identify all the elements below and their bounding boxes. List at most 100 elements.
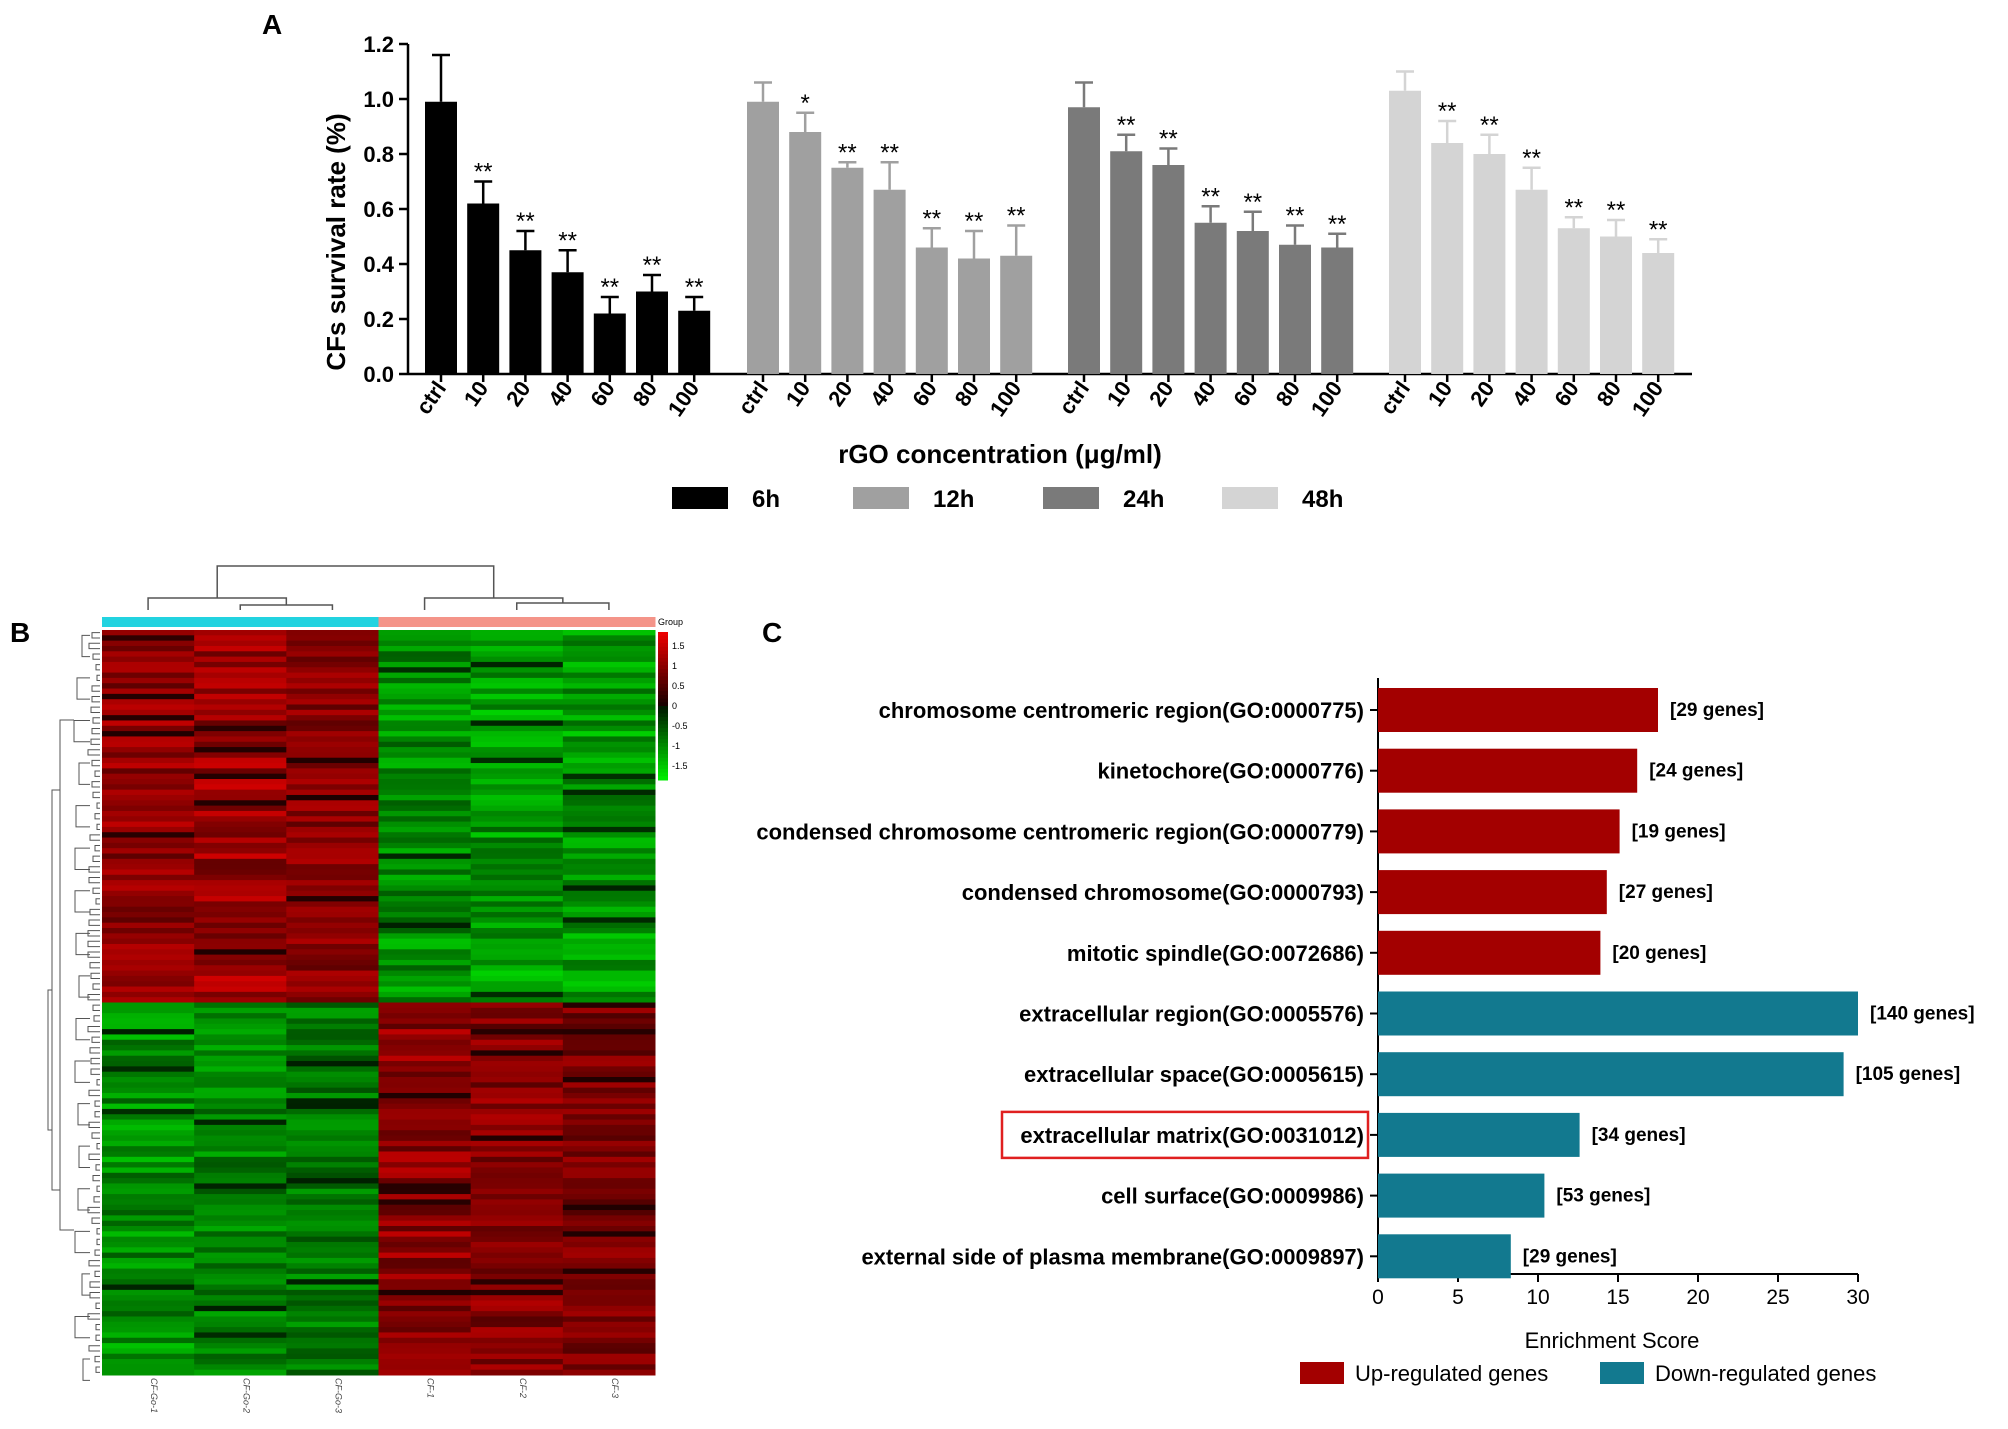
heatmap-scale-cell [658, 635, 668, 640]
heatmap-cell [102, 1252, 195, 1259]
heatmap-cell [562, 1087, 656, 1094]
heatmap-cell [470, 1066, 564, 1073]
heatmap-cell [470, 1098, 564, 1105]
significance-marker: ** [600, 274, 619, 301]
heatmap-cell [562, 757, 656, 764]
survival-bar [1279, 244, 1311, 374]
heatmap-cell [562, 667, 656, 674]
heatmap-cell [286, 1034, 379, 1041]
heatmap-cell [470, 635, 564, 642]
heatmap-cell [378, 826, 472, 833]
heatmap-cell [562, 810, 656, 817]
heatmap-cell [194, 949, 287, 956]
heatmap-cell [470, 1167, 564, 1174]
heatmap-cell [378, 1124, 472, 1131]
heatmap-cell [286, 959, 379, 966]
heatmap-cell [470, 1055, 564, 1062]
survival-bar [1389, 90, 1421, 374]
heatmap-cell [286, 869, 379, 876]
heatmap-cell [378, 800, 472, 807]
heatmap-cell [194, 842, 287, 849]
survival-bar-chart: CFs survival rate (%) rGO concentration … [321, 32, 1692, 513]
heatmap-cell [102, 794, 195, 801]
heatmap-cell [102, 981, 195, 988]
heatmap-cell [102, 917, 195, 924]
heatmap-cell [286, 1103, 379, 1110]
heatmap-cell [470, 1359, 564, 1365]
heatmap-cell [102, 864, 195, 870]
heatmap-cell [562, 1273, 656, 1280]
heatmap-cell [562, 1172, 656, 1179]
heatmap-cell [562, 954, 656, 961]
heatmap-row-dendrogram [47, 632, 100, 1381]
heatmap-cell [102, 1087, 195, 1094]
heatmap-cell [102, 752, 195, 759]
enrichment-gene-count-label: [29 genes] [1523, 1246, 1617, 1267]
heatmap-cell [562, 1183, 656, 1190]
heatmap-cell [470, 848, 564, 854]
heatmap-cell [102, 1061, 195, 1067]
heatmap-scale-cell [658, 657, 668, 663]
heatmap-scale-cell [658, 706, 668, 711]
heatmap-cell [194, 1289, 287, 1296]
heatmap-cell [102, 1337, 195, 1344]
heatmap-cell [470, 864, 564, 870]
heatmap-cell [194, 645, 287, 652]
heatmap-cell [194, 709, 287, 716]
heatmap-scale-cell [658, 750, 668, 755]
heatmap-cell [286, 1369, 379, 1376]
heatmap-cell [378, 794, 472, 801]
heatmap-cell [286, 784, 379, 791]
heatmap-cell [562, 1135, 656, 1142]
heatmap-cell [378, 1353, 472, 1360]
enrichment-x-tick-label: 15 [1606, 1286, 1629, 1309]
heatmap-cell [378, 1204, 472, 1211]
heatmap-cell [194, 763, 287, 769]
heatmap-cell [194, 794, 287, 801]
heatmap-cell [194, 975, 287, 982]
heatmap-cell [562, 890, 656, 897]
heatmap-cell [194, 933, 287, 940]
heatmap-cell [286, 885, 379, 892]
survival-x-tick-label: 20 [501, 377, 536, 411]
heatmap-cell [194, 773, 287, 780]
heatmap-cell [102, 1284, 195, 1291]
heatmap-cell [562, 1305, 656, 1312]
heatmap-cell [194, 1146, 287, 1152]
heatmap-cell [470, 858, 564, 865]
heatmap-cell [194, 1124, 287, 1131]
heatmap-cell [470, 1220, 564, 1227]
heatmap-cell [102, 661, 195, 668]
heatmap-cell [470, 959, 564, 966]
heatmap-cell [102, 1353, 195, 1360]
heatmap-cell [102, 704, 195, 711]
heatmap-cell [470, 805, 564, 812]
legend-swatch-6h [672, 487, 728, 509]
enrichment-category-label: extracellular region(GO:0005576) [1019, 1002, 1364, 1027]
survival-x-tick-label: 100 [1627, 377, 1669, 421]
panel-label-a: A [262, 9, 282, 40]
heatmap-cell [102, 747, 195, 753]
heatmap-cell [194, 938, 287, 945]
heatmap-cell [378, 1257, 472, 1264]
heatmap-cell [102, 693, 195, 700]
heatmap-cell [562, 837, 656, 844]
heatmap-cell [194, 1087, 287, 1094]
heatmap-scale-cell [658, 739, 668, 744]
heatmap-cell [378, 1061, 472, 1067]
enrichment-bar [1378, 1052, 1844, 1097]
heatmap-cell [470, 1140, 564, 1147]
heatmap-cell [102, 1316, 195, 1323]
enrichment-gene-count-label: [27 genes] [1619, 882, 1713, 903]
survival-x-tick-label: ctrl [411, 377, 451, 419]
heatmap-cell [562, 1194, 656, 1200]
heatmap-cell [562, 906, 656, 913]
heatmap-cell [562, 975, 656, 982]
heatmap-cell [378, 1130, 472, 1137]
heatmap-cell [286, 630, 379, 636]
heatmap-cell [562, 741, 656, 748]
heatmap-cell [562, 709, 656, 716]
heatmap-cell [286, 1252, 379, 1259]
heatmap-cell [286, 1359, 379, 1365]
heatmap-cell [378, 656, 472, 663]
